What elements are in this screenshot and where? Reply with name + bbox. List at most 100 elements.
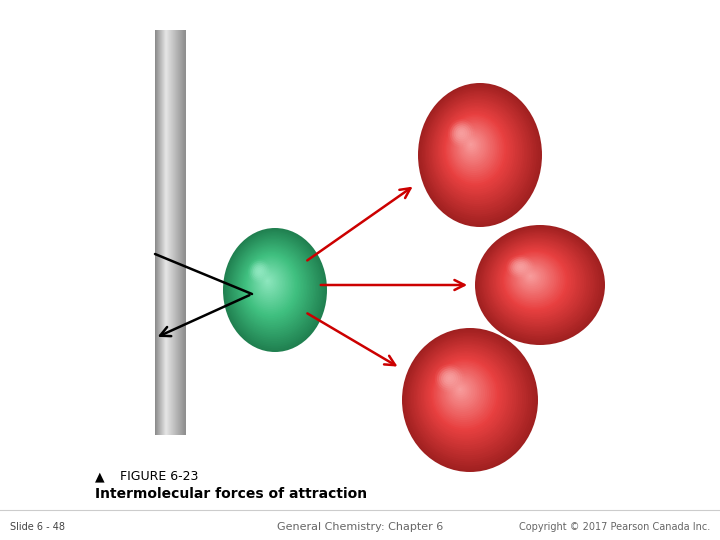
Bar bbox=[178, 30, 179, 435]
Ellipse shape bbox=[419, 346, 515, 447]
Ellipse shape bbox=[511, 258, 557, 300]
Ellipse shape bbox=[447, 376, 451, 380]
Ellipse shape bbox=[406, 333, 532, 466]
Ellipse shape bbox=[413, 340, 523, 455]
Ellipse shape bbox=[430, 97, 526, 208]
Bar bbox=[179, 30, 181, 435]
Ellipse shape bbox=[242, 251, 302, 322]
Ellipse shape bbox=[519, 266, 545, 290]
Bar bbox=[169, 30, 170, 435]
Bar bbox=[163, 30, 164, 435]
Ellipse shape bbox=[521, 267, 544, 288]
Ellipse shape bbox=[250, 261, 269, 282]
Bar bbox=[175, 30, 176, 435]
Ellipse shape bbox=[245, 254, 297, 316]
Bar bbox=[158, 30, 160, 435]
Ellipse shape bbox=[425, 353, 507, 439]
Ellipse shape bbox=[441, 111, 510, 190]
Bar bbox=[162, 30, 163, 435]
Ellipse shape bbox=[467, 140, 476, 151]
Ellipse shape bbox=[238, 246, 306, 327]
Ellipse shape bbox=[257, 269, 281, 297]
Ellipse shape bbox=[250, 260, 291, 309]
Ellipse shape bbox=[438, 106, 516, 196]
Ellipse shape bbox=[490, 239, 585, 326]
Ellipse shape bbox=[441, 109, 512, 192]
Bar bbox=[182, 30, 184, 435]
Ellipse shape bbox=[477, 226, 603, 343]
Ellipse shape bbox=[426, 92, 531, 214]
Ellipse shape bbox=[451, 380, 472, 402]
Ellipse shape bbox=[529, 275, 532, 278]
Ellipse shape bbox=[418, 345, 516, 449]
Ellipse shape bbox=[412, 339, 524, 457]
Ellipse shape bbox=[408, 334, 530, 464]
Ellipse shape bbox=[495, 244, 577, 319]
Ellipse shape bbox=[446, 374, 454, 382]
Ellipse shape bbox=[513, 260, 528, 274]
Ellipse shape bbox=[513, 261, 553, 296]
Ellipse shape bbox=[264, 276, 271, 286]
Bar bbox=[161, 30, 163, 435]
Ellipse shape bbox=[434, 102, 521, 202]
Ellipse shape bbox=[439, 107, 513, 194]
Ellipse shape bbox=[438, 366, 489, 420]
Ellipse shape bbox=[403, 329, 536, 470]
Ellipse shape bbox=[437, 366, 462, 390]
Ellipse shape bbox=[439, 368, 460, 388]
Ellipse shape bbox=[426, 354, 505, 437]
Bar bbox=[173, 30, 174, 435]
Ellipse shape bbox=[463, 135, 482, 157]
Ellipse shape bbox=[248, 259, 271, 284]
Bar bbox=[168, 30, 169, 435]
Ellipse shape bbox=[230, 236, 318, 341]
Ellipse shape bbox=[451, 123, 471, 144]
Ellipse shape bbox=[493, 241, 581, 322]
Ellipse shape bbox=[504, 252, 566, 309]
Ellipse shape bbox=[427, 94, 529, 213]
Ellipse shape bbox=[516, 264, 525, 271]
Ellipse shape bbox=[228, 234, 320, 343]
Ellipse shape bbox=[449, 118, 501, 179]
Ellipse shape bbox=[419, 85, 540, 225]
Ellipse shape bbox=[459, 388, 462, 392]
Ellipse shape bbox=[261, 273, 276, 292]
Ellipse shape bbox=[261, 274, 274, 289]
Ellipse shape bbox=[256, 267, 282, 299]
Ellipse shape bbox=[253, 265, 266, 279]
Ellipse shape bbox=[485, 234, 592, 333]
Ellipse shape bbox=[251, 262, 268, 280]
Ellipse shape bbox=[489, 238, 586, 328]
Ellipse shape bbox=[420, 86, 539, 223]
Ellipse shape bbox=[436, 104, 517, 198]
Ellipse shape bbox=[478, 227, 601, 342]
Ellipse shape bbox=[258, 270, 279, 295]
Bar bbox=[180, 30, 181, 435]
Ellipse shape bbox=[507, 254, 562, 305]
Ellipse shape bbox=[469, 143, 472, 146]
Ellipse shape bbox=[450, 379, 474, 404]
Bar bbox=[156, 30, 158, 435]
Ellipse shape bbox=[464, 137, 480, 154]
Ellipse shape bbox=[444, 372, 456, 384]
Ellipse shape bbox=[416, 343, 518, 451]
Ellipse shape bbox=[503, 251, 567, 310]
Ellipse shape bbox=[265, 278, 270, 284]
Bar bbox=[174, 30, 175, 435]
Ellipse shape bbox=[243, 252, 300, 320]
Bar bbox=[164, 30, 166, 435]
Ellipse shape bbox=[428, 355, 503, 435]
Ellipse shape bbox=[415, 342, 521, 454]
Ellipse shape bbox=[443, 371, 483, 414]
Ellipse shape bbox=[510, 259, 531, 275]
Bar bbox=[172, 30, 173, 435]
Ellipse shape bbox=[459, 131, 487, 163]
Ellipse shape bbox=[233, 240, 313, 336]
Ellipse shape bbox=[251, 261, 289, 307]
Ellipse shape bbox=[259, 272, 278, 293]
Ellipse shape bbox=[505, 253, 564, 307]
Ellipse shape bbox=[454, 383, 467, 397]
Ellipse shape bbox=[444, 373, 481, 412]
Bar bbox=[184, 30, 186, 435]
Text: Slide 6 - 48: Slide 6 - 48 bbox=[10, 522, 65, 532]
